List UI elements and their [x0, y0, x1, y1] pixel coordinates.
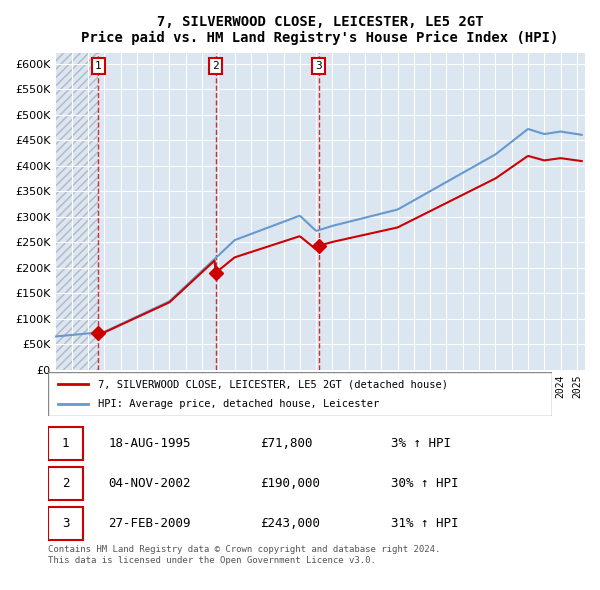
Text: 31% ↑ HPI: 31% ↑ HPI — [391, 517, 458, 530]
FancyBboxPatch shape — [48, 427, 83, 460]
Text: 1: 1 — [62, 437, 70, 450]
Text: HPI: Average price, detached house, Leicester: HPI: Average price, detached house, Leic… — [98, 399, 380, 408]
Text: £243,000: £243,000 — [260, 517, 320, 530]
Text: 1: 1 — [95, 61, 101, 71]
Text: 2: 2 — [212, 61, 219, 71]
FancyBboxPatch shape — [48, 507, 83, 540]
Text: £190,000: £190,000 — [260, 477, 320, 490]
FancyBboxPatch shape — [48, 467, 83, 500]
Text: 2: 2 — [62, 477, 70, 490]
Text: 3: 3 — [316, 61, 322, 71]
Text: 3% ↑ HPI: 3% ↑ HPI — [391, 437, 451, 450]
FancyBboxPatch shape — [48, 372, 552, 416]
Text: 27-FEB-2009: 27-FEB-2009 — [109, 517, 191, 530]
Text: 3: 3 — [62, 517, 70, 530]
Text: £71,800: £71,800 — [260, 437, 312, 450]
Title: 7, SILVERWOOD CLOSE, LEICESTER, LE5 2GT
Price paid vs. HM Land Registry's House : 7, SILVERWOOD CLOSE, LEICESTER, LE5 2GT … — [82, 15, 559, 45]
Bar — [55, 54, 98, 370]
Text: 04-NOV-2002: 04-NOV-2002 — [109, 477, 191, 490]
Text: 7, SILVERWOOD CLOSE, LEICESTER, LE5 2GT (detached house): 7, SILVERWOOD CLOSE, LEICESTER, LE5 2GT … — [98, 379, 448, 389]
Text: Contains HM Land Registry data © Crown copyright and database right 2024.
This d: Contains HM Land Registry data © Crown c… — [48, 545, 440, 565]
Text: 18-AUG-1995: 18-AUG-1995 — [109, 437, 191, 450]
Text: 30% ↑ HPI: 30% ↑ HPI — [391, 477, 458, 490]
